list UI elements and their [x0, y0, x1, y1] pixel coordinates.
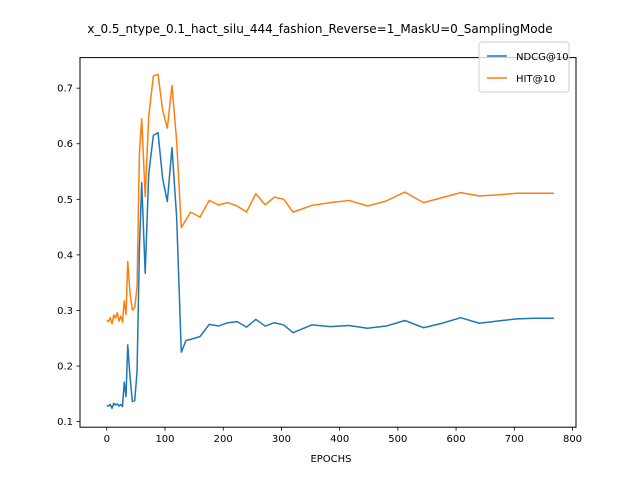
legend-entry: HIT@10 — [516, 74, 555, 85]
y-tick-label: 0.7 — [57, 84, 73, 95]
chart-title: x_0.5_ntype_0.1_hact_silu_444_fashion_Re… — [87, 22, 552, 36]
plot-area — [79, 57, 577, 428]
series-line-ndcg-10 — [106, 131, 554, 410]
legend: NDCG@10 HIT@10 — [478, 41, 570, 93]
x-tick-label: 200 — [214, 434, 233, 445]
y-tick-label: 0.1 — [57, 417, 73, 428]
y-tick-label: 0.4 — [57, 250, 73, 261]
legend-box — [478, 41, 570, 93]
series-line-hit-10 — [106, 73, 554, 325]
y-tick-label: 0.5 — [57, 195, 73, 206]
x-tick-label: 700 — [505, 434, 524, 445]
x-axis: 0 100 200 300 400 500 600 700 800 — [104, 427, 582, 445]
y-tick-label: 0.2 — [57, 362, 73, 373]
x-tick-label: 100 — [155, 434, 174, 445]
x-tick-label: 300 — [272, 434, 291, 445]
y-tick-label: 0.3 — [57, 306, 73, 317]
x-axis-label: EPOCHS — [310, 454, 351, 465]
x-tick-label: 400 — [330, 434, 349, 445]
x-tick-label: 600 — [447, 434, 466, 445]
x-tick-label: 500 — [388, 434, 407, 445]
legend-entry: NDCG@10 — [516, 52, 569, 63]
x-tick-label: 0 — [104, 434, 110, 445]
y-tick-label: 0.6 — [57, 139, 73, 150]
x-tick-label: 800 — [563, 434, 582, 445]
series-layer — [106, 73, 554, 410]
y-axis: 0.1 0.2 0.3 0.4 0.5 0.6 0.7 — [57, 84, 80, 428]
